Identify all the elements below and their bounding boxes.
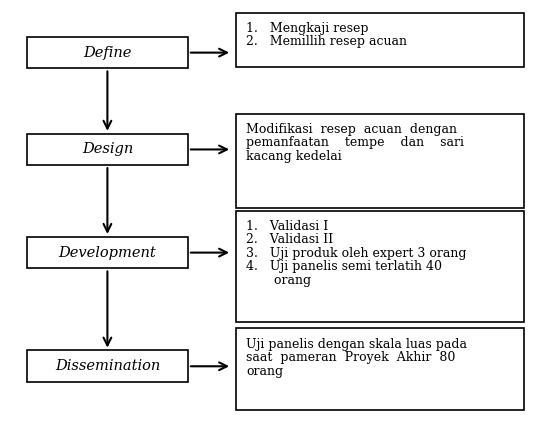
Text: Design: Design [82, 142, 133, 157]
Text: 4.   Uji panelis semi terlatih 40: 4. Uji panelis semi terlatih 40 [246, 260, 442, 273]
Text: Modifikasi  resep  acuan  dengan: Modifikasi resep acuan dengan [246, 123, 457, 136]
Bar [236, 114, 524, 208]
Text: orang: orang [246, 365, 283, 378]
Bar [236, 13, 524, 67]
Text: 2.   Validasi II: 2. Validasi II [246, 233, 333, 246]
Text: Define: Define [83, 45, 132, 60]
Text: 2.   Memillih resep acuan: 2. Memillih resep acuan [246, 35, 407, 48]
Text: saat  pameran  Proyek  Akhir  80: saat pameran Proyek Akhir 80 [246, 351, 455, 364]
Bar [27, 134, 188, 165]
Text: Uji panelis dengan skala luas pada: Uji panelis dengan skala luas pada [246, 338, 467, 351]
Text: 3.   Uji produk oleh expert 3 orang: 3. Uji produk oleh expert 3 orang [246, 247, 467, 260]
Bar [27, 37, 188, 68]
Bar [27, 350, 188, 382]
Text: orang: orang [246, 274, 311, 287]
Text: Development: Development [59, 245, 156, 260]
Text: kacang kedelai: kacang kedelai [246, 150, 342, 163]
Bar [236, 210, 524, 322]
Bar [236, 328, 524, 410]
Text: pemanfaatan    tempe    dan    sari: pemanfaatan tempe dan sari [246, 136, 464, 149]
Text: Dissemination: Dissemination [55, 359, 160, 373]
Text: 1.   Validasi I: 1. Validasi I [246, 220, 328, 233]
Bar [27, 237, 188, 269]
Text: 1.   Mengkaji resep: 1. Mengkaji resep [246, 22, 368, 35]
